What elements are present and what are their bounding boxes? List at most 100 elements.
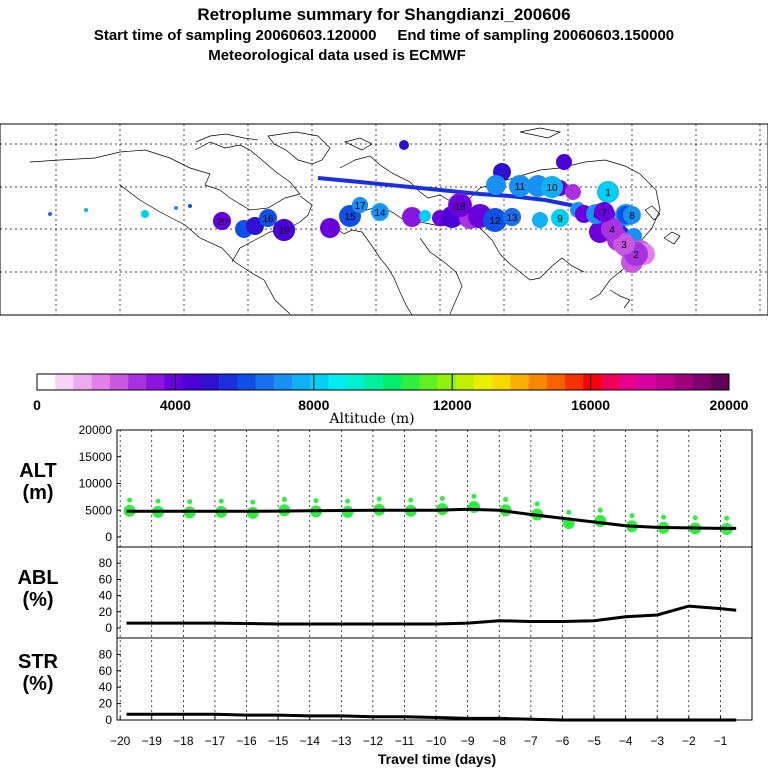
map-marker-label: 16 bbox=[262, 214, 274, 225]
plume-dot bbox=[532, 212, 548, 228]
alt-scatter-point bbox=[597, 507, 603, 513]
colorbar-swatch bbox=[437, 374, 457, 390]
colorbar-swatch bbox=[455, 374, 475, 390]
map-marker bbox=[273, 219, 295, 241]
alt-scatter-point bbox=[155, 498, 161, 504]
colorbar-swatch bbox=[164, 374, 183, 390]
x-tick-label: −9 bbox=[461, 734, 475, 748]
map-marker-label: 17 bbox=[354, 201, 366, 212]
str-unit: (%) bbox=[22, 673, 53, 695]
x-tick-label: −15 bbox=[268, 734, 289, 748]
map-marker bbox=[594, 202, 614, 222]
map-marker bbox=[449, 195, 471, 217]
map-marker-label: 14 bbox=[374, 208, 386, 219]
alt-scatter-point bbox=[376, 496, 382, 502]
plume-dot bbox=[486, 175, 506, 195]
map-marker-label: 8 bbox=[629, 211, 635, 222]
plume-dot bbox=[84, 208, 88, 212]
x-tick-label: −1 bbox=[714, 734, 728, 748]
alt-scatter-point bbox=[661, 514, 667, 520]
plume-dot bbox=[399, 140, 409, 150]
colorbar-swatch bbox=[692, 374, 712, 390]
colorbar-tick-label: 16000 bbox=[571, 397, 610, 413]
colorbar-swatch bbox=[291, 374, 311, 390]
map-marker bbox=[372, 204, 388, 220]
plume-dot bbox=[48, 212, 52, 216]
map-marker-label: 20 bbox=[216, 217, 228, 228]
map-marker-label: 1 bbox=[605, 188, 611, 199]
plume-dot bbox=[246, 217, 264, 235]
alt-scatter-point bbox=[246, 506, 259, 519]
map-marker bbox=[541, 176, 563, 198]
abl-y-tick-label: 20 bbox=[99, 605, 113, 619]
alt-scatter-point bbox=[250, 499, 256, 505]
colorbar-swatch bbox=[109, 374, 129, 390]
map-marker bbox=[613, 233, 635, 255]
x-tick-label: −7 bbox=[524, 734, 538, 748]
abl-unit: (%) bbox=[22, 589, 53, 611]
colorbar-label: Altitude (m) bbox=[328, 411, 414, 427]
abl-y-tick-label: 80 bbox=[99, 556, 113, 570]
colorbar-swatch bbox=[73, 374, 92, 390]
plume-dot bbox=[419, 210, 431, 222]
map-marker-label: 11 bbox=[515, 182, 526, 193]
map-marker bbox=[601, 218, 623, 240]
alt-y-tick-label: 20000 bbox=[79, 423, 113, 437]
alt-series-line bbox=[126, 507, 737, 530]
colorbar-swatch bbox=[401, 374, 420, 390]
colorbar-tick-label: 8000 bbox=[298, 397, 329, 413]
str-label: STR bbox=[18, 651, 59, 673]
alt-scatter-point bbox=[127, 497, 133, 503]
map-marker-label: 15 bbox=[344, 212, 356, 223]
colorbar-swatch bbox=[128, 374, 147, 390]
x-tick-label: −2 bbox=[682, 734, 696, 748]
map-marker bbox=[213, 212, 231, 230]
coastlines bbox=[29, 127, 681, 316]
colorbar-swatch bbox=[546, 374, 566, 390]
x-tick-label: −10 bbox=[426, 734, 447, 748]
alt-scatter-point bbox=[408, 497, 414, 503]
colorbar-swatch bbox=[637, 374, 657, 390]
colorbar-swatch bbox=[37, 374, 56, 390]
colorbar-swatch bbox=[237, 374, 256, 390]
colorbar-swatch bbox=[619, 374, 639, 390]
plume-dot bbox=[141, 210, 149, 218]
colorbar-swatch bbox=[474, 374, 493, 390]
trajectory-map: 1234567891011121314151617181920 bbox=[0, 123, 768, 316]
alt-scatter-point bbox=[724, 515, 730, 521]
alt-scatter-point bbox=[534, 501, 540, 507]
map-marker-label: 3 bbox=[621, 240, 627, 251]
map-marker-label: 13 bbox=[506, 213, 518, 224]
map-marker bbox=[509, 175, 531, 197]
alt-scatter-point bbox=[218, 498, 224, 504]
map-marker bbox=[485, 210, 505, 230]
x-axis-label: Travel time (days) bbox=[378, 751, 496, 767]
alt-scatter-point bbox=[566, 509, 572, 515]
colorbar-swatch bbox=[656, 374, 675, 390]
str-y-tick-label: 20 bbox=[99, 697, 113, 711]
colorbar-swatch bbox=[200, 374, 220, 390]
colorbar-swatch bbox=[364, 374, 384, 390]
x-tick-label: −6 bbox=[556, 734, 570, 748]
alt-scatter-point bbox=[345, 498, 351, 504]
colorbar-swatch bbox=[255, 374, 275, 390]
abl-label: ABL bbox=[17, 567, 58, 589]
alt-scatter-point bbox=[629, 513, 635, 519]
alt-scatter-point bbox=[439, 495, 445, 501]
colorbar: 0 4000 8000 12000 16000 20000 Altitude (m) bbox=[33, 373, 749, 427]
colorbar-swatch bbox=[146, 374, 165, 390]
map-marker bbox=[503, 208, 521, 226]
x-tick-label: −18 bbox=[173, 734, 194, 748]
map-marker-label: 4 bbox=[609, 225, 615, 236]
alt-scatter-point bbox=[503, 497, 509, 503]
map-marker bbox=[598, 182, 618, 202]
map-marker bbox=[623, 206, 641, 224]
colorbar-swatch bbox=[674, 374, 693, 390]
alt-scatter-point bbox=[281, 497, 287, 503]
alt-y-tick-label: 0 bbox=[105, 530, 112, 544]
x-tick-label: −11 bbox=[395, 734, 415, 748]
map-marker bbox=[551, 209, 569, 227]
plot-title: Retroplume summary for Shangdianzi_20060… bbox=[197, 5, 570, 24]
colorbar-swatch bbox=[510, 374, 529, 390]
